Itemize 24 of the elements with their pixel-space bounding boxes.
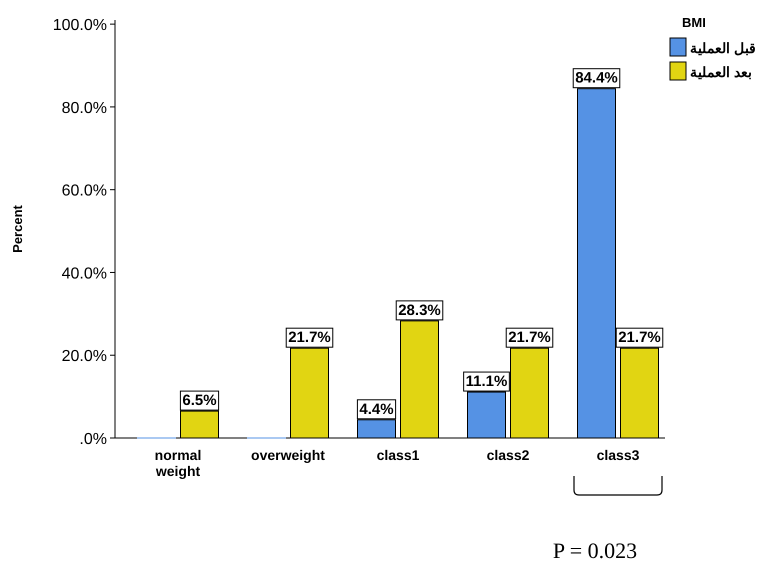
data-label: 21.7% (508, 329, 551, 346)
legend-label: بعد العملية (690, 64, 752, 80)
y-axis-title: Percent (10, 204, 25, 253)
y-tick-label: 80.0% (62, 100, 107, 117)
y-tick-label: .0% (79, 431, 107, 448)
data-label: 4.4% (359, 400, 394, 418)
data-label: 11.1% (466, 373, 508, 390)
data-label: 21.7% (288, 329, 331, 346)
legend-title: BMI (682, 15, 706, 30)
legend-label: قبل العملية (690, 40, 756, 56)
y-tick-label: 20.0% (62, 348, 107, 366)
x-tick-label: class2 (486, 447, 530, 463)
y-tick-label: 40.0% (62, 265, 107, 282)
x-tick-label: class3 (596, 447, 640, 463)
x-tick-label: normal weight (154, 447, 202, 479)
data-label: 84.4% (575, 70, 618, 87)
data-label: 28.3% (398, 302, 441, 319)
x-tick-label: overweight (251, 447, 326, 463)
x-tick-label: class1 (376, 447, 420, 463)
data-label: 21.7% (618, 329, 661, 346)
y-tick-label: 100.0% (52, 17, 107, 34)
data-label: 6.5% (182, 392, 217, 410)
text: P = 0.023 (552, 538, 638, 563)
y-tick-label: 60.0% (62, 182, 107, 200)
